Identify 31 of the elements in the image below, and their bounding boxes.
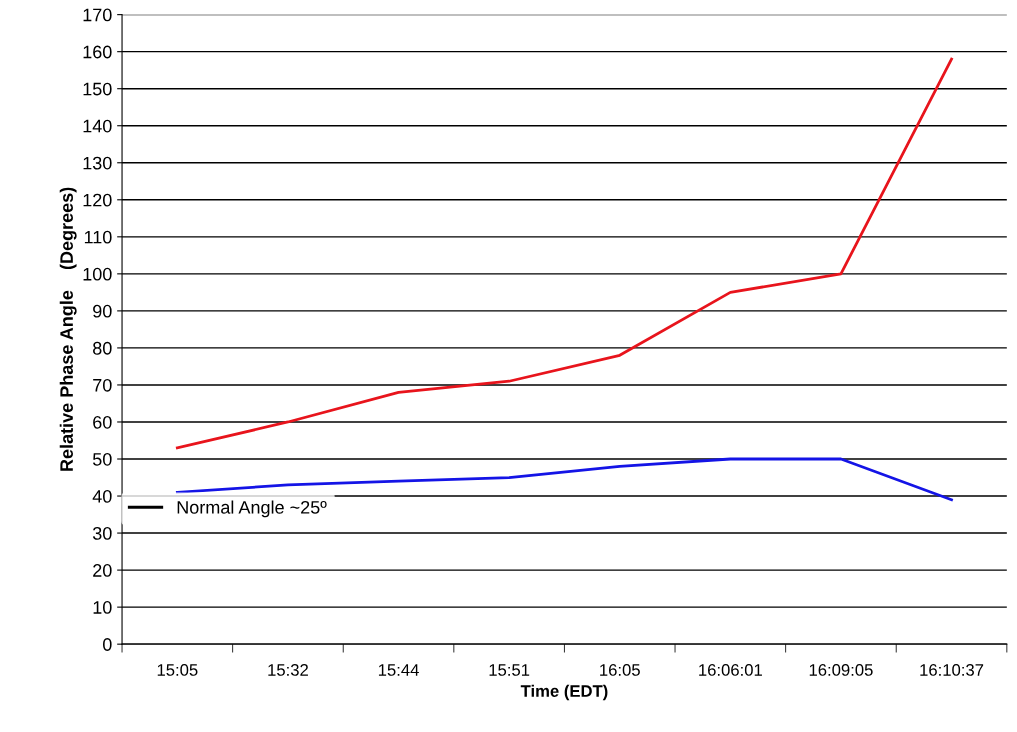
y-tick-label: 120 — [83, 193, 112, 207]
x-tick-label: 15:05 — [157, 664, 198, 676]
x-tick-label: 16:05 — [600, 664, 640, 676]
x-axis-title: Time (EDT) — [520, 684, 608, 701]
y-axis-title: Relative Phase Angle (Degrees) — [59, 187, 77, 471]
legend-label: Normal Angle ~25º — [177, 500, 327, 518]
y-tick-label: 70 — [93, 378, 112, 392]
y-tick-label: 90 — [93, 304, 112, 318]
y-tick-label: 30 — [92, 527, 112, 540]
y-tick-label: 10 — [93, 601, 112, 614]
x-tick-label: 15:51 — [489, 664, 530, 676]
y-tick-label: 80 — [93, 341, 112, 355]
y-tick-label: 130 — [83, 156, 112, 170]
y-tick-label: 0 — [102, 638, 112, 651]
y-tick-label: 150 — [83, 82, 112, 96]
y-tick-label: 20 — [93, 564, 112, 577]
line-series — [175, 57, 953, 450]
y-tick-label: 100 — [83, 267, 112, 281]
y-tick-label: 110 — [84, 230, 112, 244]
y-tick-label: 140 — [83, 119, 112, 133]
line-series — [175, 457, 953, 502]
y-tick-label: 40 — [92, 489, 112, 503]
y-tick-label: 170 — [83, 8, 112, 22]
x-tick-label: 16:10:37 — [920, 664, 984, 676]
x-tick-label: 15:32 — [268, 664, 308, 676]
x-tick-label: 15:44 — [378, 664, 419, 676]
x-tick-label: 16:09:05 — [809, 664, 873, 676]
x-tick-label: 16:06:01 — [699, 664, 762, 676]
y-tick-label: 60 — [93, 415, 112, 429]
y-tick-label: 160 — [83, 45, 112, 59]
y-tick-label: 50 — [92, 452, 112, 466]
